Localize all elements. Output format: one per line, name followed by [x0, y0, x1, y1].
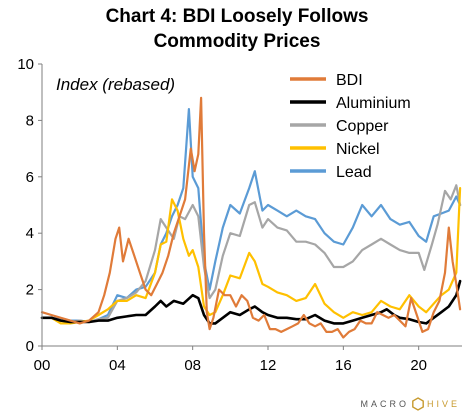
legend: BDI Aluminium Copper Nickel Lead — [290, 72, 411, 181]
x-tick-label: 16 — [335, 357, 352, 374]
series-line-bdi — [40, 96, 462, 339]
x-tick-label: 20 — [410, 357, 427, 374]
y-tick-label: 6 — [26, 169, 34, 186]
legend-label-lead: Lead — [336, 164, 372, 181]
y-tick-label: 10 — [17, 56, 34, 73]
series-line-lead — [40, 107, 462, 324]
x-tick-label: 08 — [184, 357, 201, 374]
chart-title: Chart 4: BDI Loosely Follows Commodity P… — [0, 4, 474, 54]
x-tick-label: 00 — [34, 357, 51, 374]
x-tick-label: 12 — [260, 357, 277, 374]
series-line-copper — [40, 184, 462, 324]
legend-label-copper: Copper — [336, 118, 389, 135]
y-tick-label: 4 — [26, 225, 34, 242]
series-layer — [40, 96, 462, 339]
axes-layer: 0 2 4 6 8 10 00 04 08 12 16 20 — [17, 56, 462, 374]
series-line-nickel — [40, 187, 462, 325]
brand-logo-left: MACRO — [360, 399, 409, 409]
axis-annotation: Index (rebased) — [56, 75, 175, 94]
y-tick-label: 2 — [26, 282, 34, 299]
y-tick-label: 0 — [26, 338, 34, 355]
legend-label-nickel: Nickel — [336, 141, 380, 158]
brand-logo-right: HIVE — [426, 399, 460, 409]
y-tick-label: 8 — [26, 112, 34, 129]
hexagon-icon — [412, 397, 424, 411]
legend-label-bdi: BDI — [336, 72, 363, 89]
brand-logo: MACRO HIVE — [360, 397, 460, 411]
annotation-layer: Index (rebased) — [56, 75, 175, 94]
legend-label-aluminium: Aluminium — [336, 95, 411, 112]
x-tick-label: 04 — [109, 357, 126, 374]
chart-title-line-2: Commodity Prices — [153, 31, 321, 52]
chart-title-line-1: Chart 4: BDI Loosely Follows — [105, 6, 369, 27]
